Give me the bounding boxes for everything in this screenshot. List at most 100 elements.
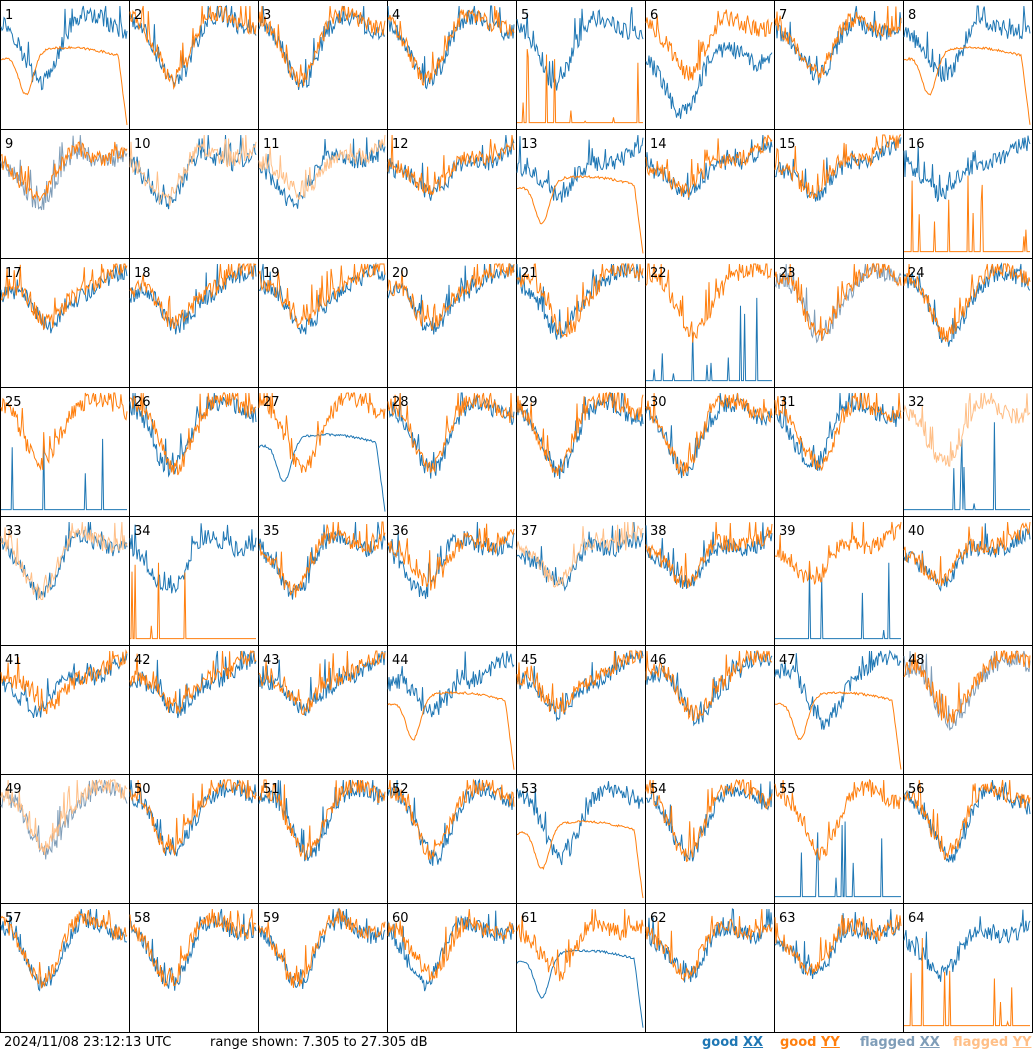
spectrum-line-yy-good bbox=[774, 778, 902, 861]
panel-label: 32 bbox=[908, 395, 925, 410]
spectrum-line-xx-good bbox=[387, 392, 515, 479]
panel-frame bbox=[387, 516, 517, 646]
panel-frame bbox=[645, 645, 775, 775]
spectrum-line-xx-good bbox=[516, 134, 644, 203]
range-text: range shown: 7.305 to 27.305 dB bbox=[210, 1035, 428, 1050]
spectrum-line-xx-good bbox=[387, 521, 515, 599]
antenna-panel: 59 bbox=[258, 903, 388, 1033]
panel-frame bbox=[645, 903, 775, 1033]
spectrum-line-xx-good bbox=[1, 438, 127, 511]
panel-label: 54 bbox=[650, 782, 667, 797]
spectrum-line-yy-good bbox=[129, 649, 257, 715]
spectrum-line-yy-good bbox=[516, 820, 644, 899]
antenna-panel: 24 bbox=[903, 258, 1033, 388]
antenna-panel: 4 bbox=[387, 0, 517, 130]
antenna-panel: 5 bbox=[516, 0, 646, 130]
spectrum-line-yy-good bbox=[258, 650, 386, 716]
antenna-panel: 49 bbox=[0, 774, 130, 904]
panel-label: 7 bbox=[779, 8, 787, 23]
spectrum-line-xx-good bbox=[516, 7, 644, 91]
panel-label: 60 bbox=[392, 911, 409, 926]
panel-label: 33 bbox=[5, 524, 22, 539]
antenna-panel: 10 bbox=[129, 129, 259, 259]
legend-flagged-yy: flagged YY bbox=[953, 1035, 1032, 1050]
spectrum-line-xx-good bbox=[775, 562, 901, 640]
spectrum-line-xx-good bbox=[903, 909, 1031, 982]
antenna-panel: 41 bbox=[0, 645, 130, 775]
panel-frame bbox=[516, 0, 646, 130]
spectrum-line-yy-good bbox=[516, 908, 644, 982]
antenna-panel: 52 bbox=[387, 774, 517, 904]
spectrum-line-xx-good bbox=[645, 522, 773, 589]
spectrum-line-yy-good bbox=[387, 908, 515, 983]
spectrum-line-yy-good bbox=[904, 175, 1030, 253]
legend-status: flagged bbox=[860, 1035, 916, 1050]
panel-label: 20 bbox=[392, 266, 409, 281]
antenna-panel: 48 bbox=[903, 645, 1033, 775]
panel-label: 38 bbox=[650, 524, 667, 539]
spectrum-line-yy-flagged bbox=[129, 134, 257, 207]
spectrum-line-yy-good bbox=[387, 778, 515, 860]
antenna-panel: 27 bbox=[258, 387, 388, 517]
spectrum-line-xx-good bbox=[774, 137, 902, 202]
spectrum-line-yy-good bbox=[645, 778, 773, 863]
panel-label: 19 bbox=[263, 266, 280, 281]
antenna-panel: 64 bbox=[903, 903, 1033, 1033]
spectrum-line-yy-good bbox=[516, 649, 644, 715]
panel-label: 14 bbox=[650, 137, 667, 152]
panel-label: 35 bbox=[263, 524, 280, 539]
antenna-panel: 18 bbox=[129, 258, 259, 388]
panel-label: 41 bbox=[5, 653, 22, 668]
spectrum-line-yy-good bbox=[130, 392, 257, 476]
panel-frame bbox=[0, 774, 130, 904]
legend-good-xx: good XX bbox=[702, 1035, 763, 1050]
antenna-panel: 12 bbox=[387, 129, 517, 259]
spectrum-line-yy-good bbox=[774, 691, 902, 770]
panel-frame bbox=[129, 258, 259, 388]
antenna-panel: 40 bbox=[903, 516, 1033, 646]
panel-label: 61 bbox=[521, 911, 538, 926]
antenna-panel: 38 bbox=[645, 516, 775, 646]
spectrum-line-yy-good bbox=[903, 779, 1031, 860]
panel-label: 16 bbox=[908, 137, 925, 152]
spectrum-line-yy-good bbox=[387, 134, 515, 196]
spectrum-line-yy-good bbox=[258, 521, 386, 598]
panel-frame bbox=[0, 903, 130, 1033]
panel-label: 44 bbox=[392, 653, 409, 668]
panel-frame bbox=[774, 258, 904, 388]
legend-status: good bbox=[702, 1035, 739, 1050]
panel-frame bbox=[129, 387, 259, 517]
antenna-panel: 7 bbox=[774, 0, 904, 130]
panel-label: 13 bbox=[521, 137, 538, 152]
panel-label: 6 bbox=[650, 8, 658, 23]
panel-frame bbox=[0, 516, 130, 646]
panel-label: 15 bbox=[779, 137, 796, 152]
panel-frame bbox=[387, 0, 517, 130]
spectrum-line-yy-good bbox=[774, 134, 901, 199]
antenna-panel: 29 bbox=[516, 387, 646, 517]
antenna-panel: 47 bbox=[774, 645, 904, 775]
antenna-panel: 32 bbox=[903, 387, 1033, 517]
panel-label: 30 bbox=[650, 395, 667, 410]
spectrum-line-xx-good bbox=[903, 135, 1031, 202]
spectrum-line-xx-good bbox=[516, 949, 644, 1028]
antenna-panel: 39 bbox=[774, 516, 904, 646]
spectrum-line-yy-good bbox=[129, 262, 257, 329]
antenna-panel: 15 bbox=[774, 129, 904, 259]
spectrum-line-xx-good bbox=[775, 821, 901, 898]
panel-label: 2 bbox=[134, 8, 142, 23]
antenna-panel: 9 bbox=[0, 129, 130, 259]
panel-label: 31 bbox=[779, 395, 796, 410]
spectrum-line-yy-good bbox=[129, 779, 257, 856]
spectrum-line-yy-good bbox=[387, 392, 515, 474]
antenna-panel: 60 bbox=[387, 903, 517, 1033]
spectrum-line-yy-good bbox=[129, 908, 257, 987]
panel-frame bbox=[645, 129, 775, 259]
legend-pol: XX bbox=[919, 1035, 940, 1050]
footer-bar: 2024/11/08 23:12:13 UTC range shown: 7.3… bbox=[0, 1033, 1033, 1053]
panel-label: 58 bbox=[134, 911, 151, 926]
panel-label: 64 bbox=[908, 911, 925, 926]
spectrum-line-yy-good bbox=[258, 392, 386, 473]
panel-label: 18 bbox=[134, 266, 151, 281]
